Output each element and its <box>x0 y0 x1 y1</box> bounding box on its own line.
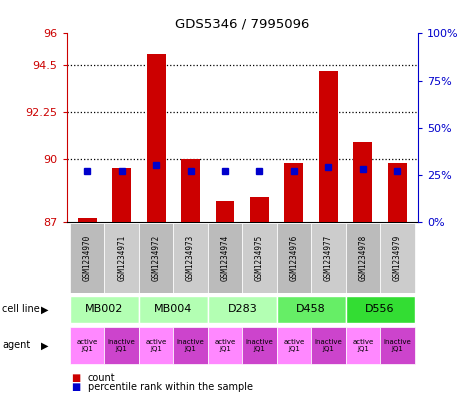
Text: ■: ■ <box>71 382 80 392</box>
Text: GSM1234978: GSM1234978 <box>358 235 367 281</box>
Bar <box>353 142 372 222</box>
Text: GSM1234971: GSM1234971 <box>117 235 126 281</box>
Bar <box>104 223 139 293</box>
Bar <box>147 54 166 222</box>
Text: active
JQ1: active JQ1 <box>214 339 236 352</box>
Text: GSM1234976: GSM1234976 <box>289 235 298 281</box>
Bar <box>319 71 338 222</box>
Bar <box>242 327 277 364</box>
Bar <box>139 223 173 293</box>
Bar <box>216 201 235 222</box>
Text: active
JQ1: active JQ1 <box>76 339 98 352</box>
Text: GSM1234972: GSM1234972 <box>152 235 161 281</box>
Bar <box>380 223 415 293</box>
Text: percentile rank within the sample: percentile rank within the sample <box>88 382 253 392</box>
Bar <box>173 327 208 364</box>
Bar <box>181 159 200 222</box>
Text: GSM1234975: GSM1234975 <box>255 235 264 281</box>
Text: D458: D458 <box>296 305 326 314</box>
Bar <box>139 296 208 323</box>
Bar <box>208 296 277 323</box>
Text: cell line: cell line <box>2 305 40 314</box>
Bar <box>242 223 277 293</box>
Text: inactive
JQ1: inactive JQ1 <box>108 339 135 352</box>
Text: MB004: MB004 <box>154 305 192 314</box>
Bar <box>70 327 104 364</box>
Text: inactive
JQ1: inactive JQ1 <box>177 339 204 352</box>
Text: D283: D283 <box>228 305 257 314</box>
Text: inactive
JQ1: inactive JQ1 <box>383 339 411 352</box>
Text: ▶: ▶ <box>41 305 49 314</box>
Bar <box>70 223 104 293</box>
Text: GSM1234973: GSM1234973 <box>186 235 195 281</box>
Text: GSM1234977: GSM1234977 <box>324 235 333 281</box>
Text: ▶: ▶ <box>41 340 49 351</box>
Bar <box>311 223 346 293</box>
Text: agent: agent <box>2 340 30 351</box>
Bar <box>277 296 346 323</box>
Bar <box>346 327 380 364</box>
Text: count: count <box>88 373 115 384</box>
Bar <box>285 163 304 222</box>
Bar <box>250 197 269 222</box>
Bar <box>112 167 131 222</box>
Bar <box>277 327 311 364</box>
Text: GSM1234979: GSM1234979 <box>393 235 402 281</box>
Bar <box>311 327 346 364</box>
Text: GSM1234974: GSM1234974 <box>220 235 229 281</box>
Bar <box>104 327 139 364</box>
Text: GSM1234970: GSM1234970 <box>83 235 92 281</box>
Text: active
JQ1: active JQ1 <box>352 339 373 352</box>
Bar <box>346 296 415 323</box>
Text: inactive
JQ1: inactive JQ1 <box>314 339 342 352</box>
Bar <box>208 223 242 293</box>
Bar <box>139 327 173 364</box>
Bar <box>388 163 407 222</box>
Text: inactive
JQ1: inactive JQ1 <box>246 339 273 352</box>
Text: D556: D556 <box>365 305 395 314</box>
Bar <box>380 327 415 364</box>
Text: active
JQ1: active JQ1 <box>283 339 304 352</box>
Bar <box>208 327 242 364</box>
Bar <box>70 296 139 323</box>
Bar <box>78 218 96 222</box>
Text: active
JQ1: active JQ1 <box>145 339 167 352</box>
Text: MB002: MB002 <box>85 305 124 314</box>
Bar <box>173 223 208 293</box>
Bar <box>277 223 311 293</box>
Bar <box>346 223 380 293</box>
Text: ■: ■ <box>71 373 80 384</box>
Title: GDS5346 / 7995096: GDS5346 / 7995096 <box>175 18 309 31</box>
